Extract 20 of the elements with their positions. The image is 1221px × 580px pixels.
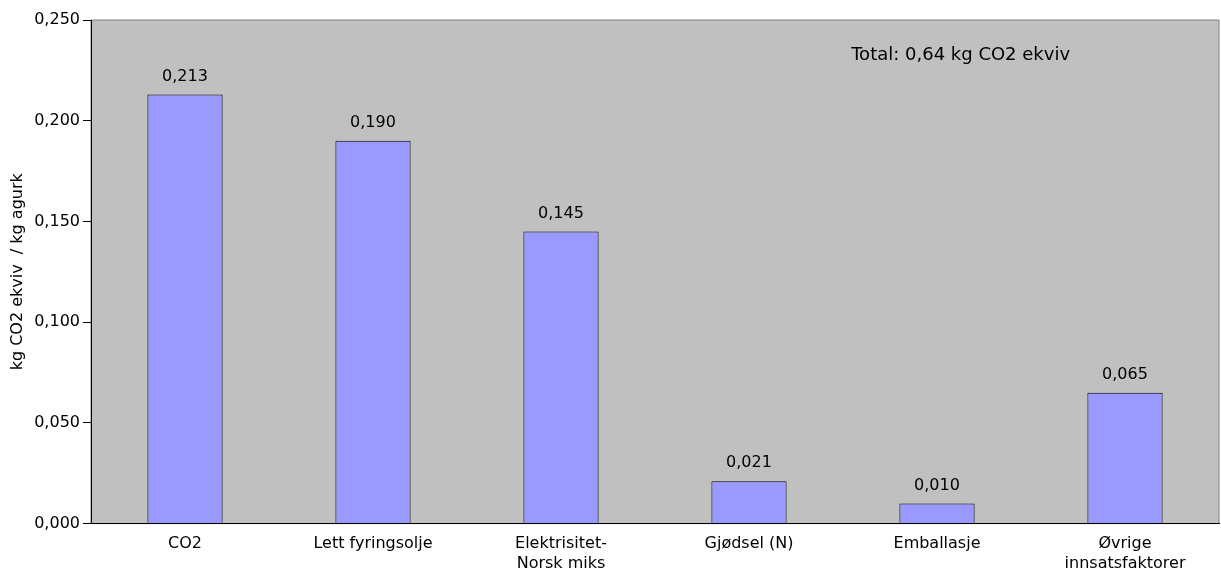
y-tick-label: 0,250 bbox=[34, 9, 80, 29]
data-label: 0,065 bbox=[1102, 363, 1148, 383]
x-tick-label: Emballasje bbox=[893, 533, 981, 553]
y-tick-label: 0,200 bbox=[34, 109, 80, 129]
annotation: Total: 0,64 kg CO2 ekviv bbox=[850, 42, 1071, 64]
x-tick-label: Øvrige innsatsfaktorer bbox=[1064, 533, 1186, 572]
data-label: 0,021 bbox=[726, 452, 772, 472]
data-label: 0,213 bbox=[162, 65, 208, 85]
x-tick-label: Elektrisitet- Norsk miks bbox=[515, 533, 607, 572]
y-tick-label: 0,000 bbox=[34, 512, 80, 532]
data-label: 0,190 bbox=[350, 112, 396, 132]
y-axis-title: kg CO2 ekviv / kg agurk bbox=[6, 172, 26, 371]
y-tick-label: 0,050 bbox=[34, 412, 80, 432]
data-label: 0,010 bbox=[914, 474, 960, 494]
x-tick-label: CO2 bbox=[168, 533, 202, 553]
x-tick-label: Lett fyringsolje bbox=[313, 533, 433, 553]
data-label: 0,145 bbox=[538, 202, 584, 222]
y-tick-label: 0,100 bbox=[34, 311, 80, 331]
y-tick-label: 0,150 bbox=[34, 210, 80, 230]
x-tick-label: Gjødsel (N) bbox=[704, 533, 794, 553]
